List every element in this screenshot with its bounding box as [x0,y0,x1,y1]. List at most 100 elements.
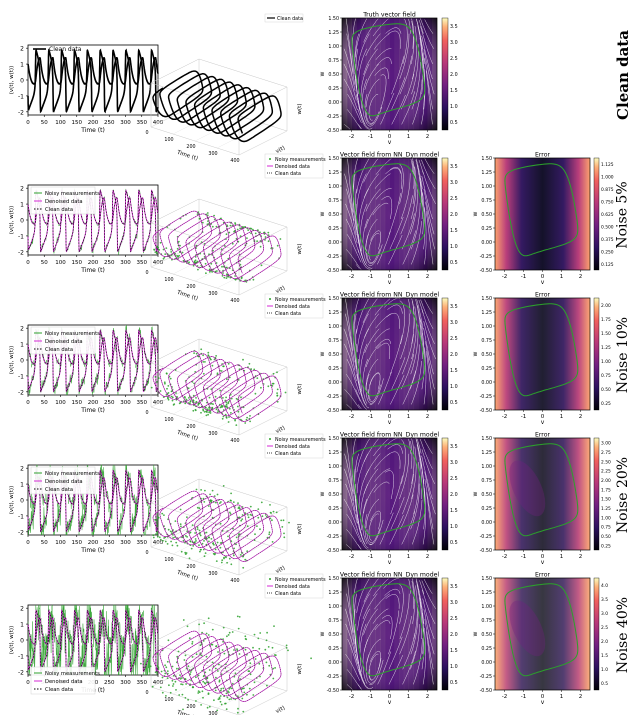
noisy-point [176,247,179,250]
y-tick-label: -0.50 [327,268,339,274]
noisy-point [170,532,173,534]
streamline [345,438,354,492]
pane-edge [150,618,200,644]
noisy-point [220,687,223,690]
colorbar-tick-label: 2.0 [450,72,458,78]
noisy-point [208,396,211,399]
noisy-point [164,664,167,667]
x-axis-label: Time (t) [80,407,105,414]
streamline [416,444,422,500]
streamline [402,370,416,405]
noisy-point [235,543,237,546]
streamline [343,343,357,382]
z3d-axis-label: w(t) [297,664,303,675]
x3d-tick-label: 300 [208,571,217,577]
noisy-point [186,625,189,628]
x-tick-label: 50 [41,260,48,266]
streamline [362,593,378,620]
noisy-point [171,399,174,402]
streamline [347,578,354,634]
colorbar-tick-label: 3.5 [450,444,458,450]
y-tick-label: -0.25 [480,534,492,540]
x-axis-label: v [388,559,392,566]
noisy-point [223,276,226,279]
noisy-point [179,523,182,526]
noisy-point [185,552,188,554]
grid-line [238,130,288,156]
legend-denoised: Denoised data [45,199,83,205]
x-tick-label: -1 [368,134,373,140]
noisy-point [256,240,258,243]
error-heatmap [495,578,590,690]
noisy-point [163,537,166,539]
y-tick-label: -0.50 [480,268,492,274]
panel-title: Error [535,292,551,299]
streamline [343,468,356,512]
streamline [374,173,391,189]
noisy-point [209,357,212,360]
noisy-point [257,637,260,640]
streamline [358,124,362,130]
error-panel: -2 -1 0 1 2 -0.50 -0.25 0.00 0.25 0.50 0.75 1.00 1.2… [472,292,611,427]
noisy-point [272,677,275,680]
noisy-point [188,557,191,560]
noisy-point [149,665,152,668]
noisy-point [216,493,219,496]
streamline [344,389,360,409]
legend-denoised: Denoised data [45,339,83,345]
noisy-point [212,542,214,545]
x3d-tick-label: 0 [145,550,148,556]
noisy-point [235,536,238,539]
noisy-point [195,488,198,491]
noisy-point [166,543,169,545]
noisy-point [181,536,183,539]
x3d-axis-label: Time (t) [175,290,198,303]
y-tick-label: -0.25 [480,394,492,400]
y-tick-label: 0.75 [481,198,492,204]
streamline [425,341,435,390]
streamline [365,78,380,108]
streamline [420,26,433,64]
y-tick-label: 0 [20,498,24,505]
field-shading [342,578,437,690]
pane-edge [198,58,288,88]
noisy-point [271,519,273,522]
y-tick-label: 0.50 [481,492,492,498]
streamline [411,221,422,265]
streamline [426,351,434,405]
noisy-point [272,372,275,375]
noisy-point [208,669,211,671]
streamline [355,389,368,410]
streamline [401,511,416,545]
x3d-tick-label: 100 [164,417,173,423]
y-tick-label: 0.00 [328,520,339,526]
noisy-point [213,358,216,361]
noisy-point [288,521,290,524]
colorbar-tick-label: 0.375 [601,237,614,243]
noisy-point [237,502,239,504]
streamline [377,342,391,360]
x-tick-label: -1 [521,414,526,420]
noisy-point [243,691,246,694]
noisy-point [211,489,214,492]
trajectory-3d-panel: Time (t) v(t) w(t) 0 100 200 300 400 Noisy measu… [140,573,326,715]
noisy-point [222,397,224,399]
noisy-point [209,412,212,414]
noisy-point [158,249,161,251]
streamline [416,299,424,329]
colorbar-tick-label: 0.625 [601,212,614,218]
streamline [425,201,436,250]
noisy-point [244,422,247,424]
streamline [345,483,358,524]
time-series-panel: -2 -1 0 1 2 0 50 100 150 200 250 300 350 400 Time (t) (… [9,324,164,414]
y-tick-label: -2 [18,249,24,256]
y-tick-label: 0.50 [481,352,492,358]
x-tick-label: 2 [426,414,430,420]
streamline [415,159,423,204]
noisy-point [215,501,217,504]
streamline [374,620,391,631]
grid-line [194,396,244,422]
x-tick-label: 50 [41,400,48,406]
noisy-point [166,670,169,672]
